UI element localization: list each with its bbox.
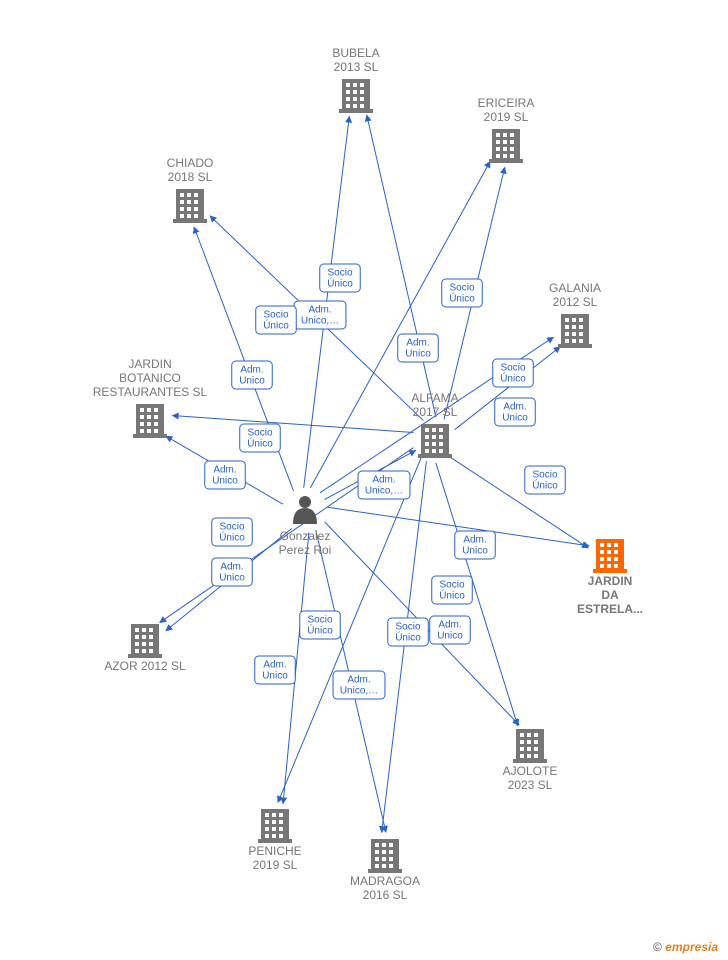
edge-label: Adm.Unico xyxy=(262,660,288,682)
node-label: GALANIA2012 SL xyxy=(549,281,601,309)
company-node[interactable] xyxy=(558,314,592,348)
edge-label: SocioÚnico xyxy=(439,580,465,602)
edge-label: Adm.Unico xyxy=(437,620,463,642)
network-diagram: SocioÚnicoAdm.Unico,…SocioÚnicoAdm.Unico… xyxy=(0,0,728,960)
edge-label: Adm.Unico xyxy=(462,535,488,557)
company-node[interactable] xyxy=(513,729,547,763)
node-label: MADRAGOA2016 SL xyxy=(350,874,420,902)
edge-label: SocioÚnico xyxy=(327,268,353,290)
company-node[interactable] xyxy=(418,424,452,458)
edge-label: SocioÚnico xyxy=(500,363,526,385)
company-node[interactable] xyxy=(128,624,162,658)
person-node[interactable] xyxy=(293,496,317,524)
node-label: CHIADO2018 SL xyxy=(167,156,214,184)
edge-label: SocioÚnico xyxy=(219,522,245,544)
company-node[interactable] xyxy=(593,539,627,573)
brand-name: empresia xyxy=(665,940,718,954)
company-node[interactable] xyxy=(173,189,207,223)
company-node[interactable] xyxy=(368,839,402,873)
node-label: JARDINDAESTRELA... xyxy=(577,574,643,616)
edge-label: Adm.Unico xyxy=(239,365,265,387)
edge-label: SocioÚnico xyxy=(263,310,289,332)
edge-label: SocioÚnico xyxy=(449,283,475,305)
company-node[interactable] xyxy=(489,129,523,163)
edge-label: Adm.Unico xyxy=(212,465,238,487)
edge-label: Adm.Unico xyxy=(405,338,431,360)
edge xyxy=(367,115,436,417)
company-node[interactable] xyxy=(339,79,373,113)
node-label: PENICHE2019 SL xyxy=(248,844,301,872)
node-label: AJOLOTE2023 SL xyxy=(503,764,558,792)
edge-label: SocioÚnico xyxy=(247,428,273,450)
node-label: AZOR 2012 SL xyxy=(104,659,186,673)
node-label: JARDINBOTANICORESTAURANTES SL xyxy=(93,357,208,399)
edge-label: SocioÚnico xyxy=(307,615,333,637)
node-label: GonzalezPerez Roi xyxy=(279,529,332,557)
edge-label: SocioÚnico xyxy=(532,470,558,492)
edge-label: Adm.Unico xyxy=(219,562,245,584)
footer: © empresia xyxy=(653,940,718,954)
company-node[interactable] xyxy=(258,809,292,843)
node-label: ERICEIRA2019 SL xyxy=(478,96,535,124)
copyright-symbol: © xyxy=(653,940,662,954)
company-node[interactable] xyxy=(133,404,167,438)
edge xyxy=(382,461,427,832)
edge-label: Adm.Unico xyxy=(502,402,528,424)
node-label: ALFAMA2017 SL xyxy=(411,391,458,419)
edge xyxy=(172,416,413,433)
node-label: BUBELA2013 SL xyxy=(332,46,379,74)
edge-label: SocioÚnico xyxy=(395,622,421,644)
edge-labels-layer: SocioÚnicoAdm.Unico,…SocioÚnicoAdm.Unico… xyxy=(205,264,566,699)
